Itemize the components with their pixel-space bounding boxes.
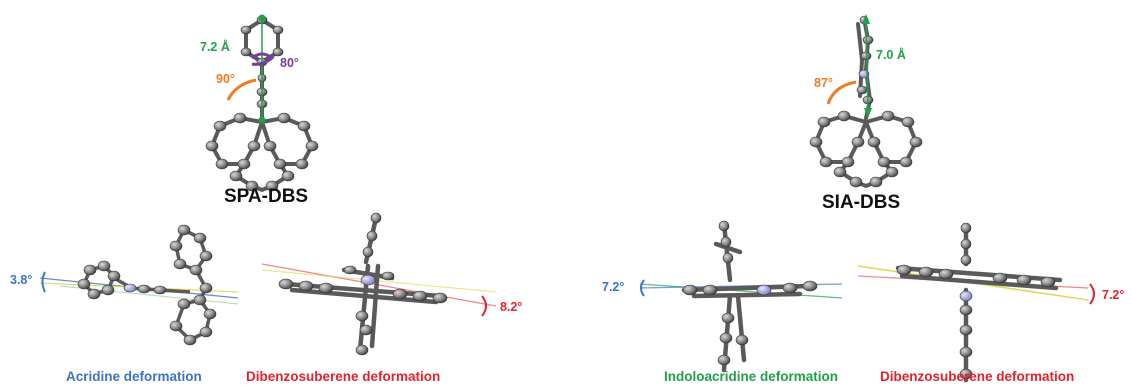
sia-bend-angle-label: 87° — [814, 76, 833, 90]
acridine-deformation-structure — [39, 224, 239, 346]
spa-dbs-structure — [205, 14, 319, 193]
indoloacridine-deformation-structure — [639, 220, 843, 373]
spa-distance-label: 7.2 Å — [200, 40, 230, 54]
sia-distance-line — [865, 15, 869, 117]
sia-dibenzosuberene-angle-label: 7.2° — [1102, 288, 1125, 302]
spa-dibenzosuberene-angle-label: 8.2° — [500, 300, 523, 314]
sia-dibenzosuberene-structure — [857, 222, 1095, 383]
indoloacridine-deformation-caption: Indoloacridine deformation — [664, 369, 839, 384]
sia-dbs-structure — [809, 14, 923, 189]
sia-distance-label: 7.0 Å — [876, 48, 906, 62]
twist-icon — [251, 52, 275, 66]
acridine-angle-label: 3.8° — [10, 273, 33, 287]
indoloacridine-angle-label: 7.2° — [602, 280, 625, 294]
spa-twist-angle-label: 80° — [280, 56, 299, 70]
spa-bend-arc — [226, 78, 257, 101]
acridine-deformation-caption: Acridine deformation — [66, 369, 202, 384]
spa-bend-angle-label: 90° — [216, 72, 235, 86]
sia-bend-arc — [826, 80, 857, 105]
sia-dibenzosuberene-caption: Dibenzosuberene deformation — [880, 369, 1075, 384]
sia-dbs-title: SIA-DBS — [822, 192, 901, 213]
spa-dibenzosuberene-structure — [261, 212, 497, 356]
spa-dibenzosuberene-caption: Dibenzosuberene deformation — [246, 369, 441, 384]
spa-dbs-title: SPA-DBS — [224, 186, 309, 207]
